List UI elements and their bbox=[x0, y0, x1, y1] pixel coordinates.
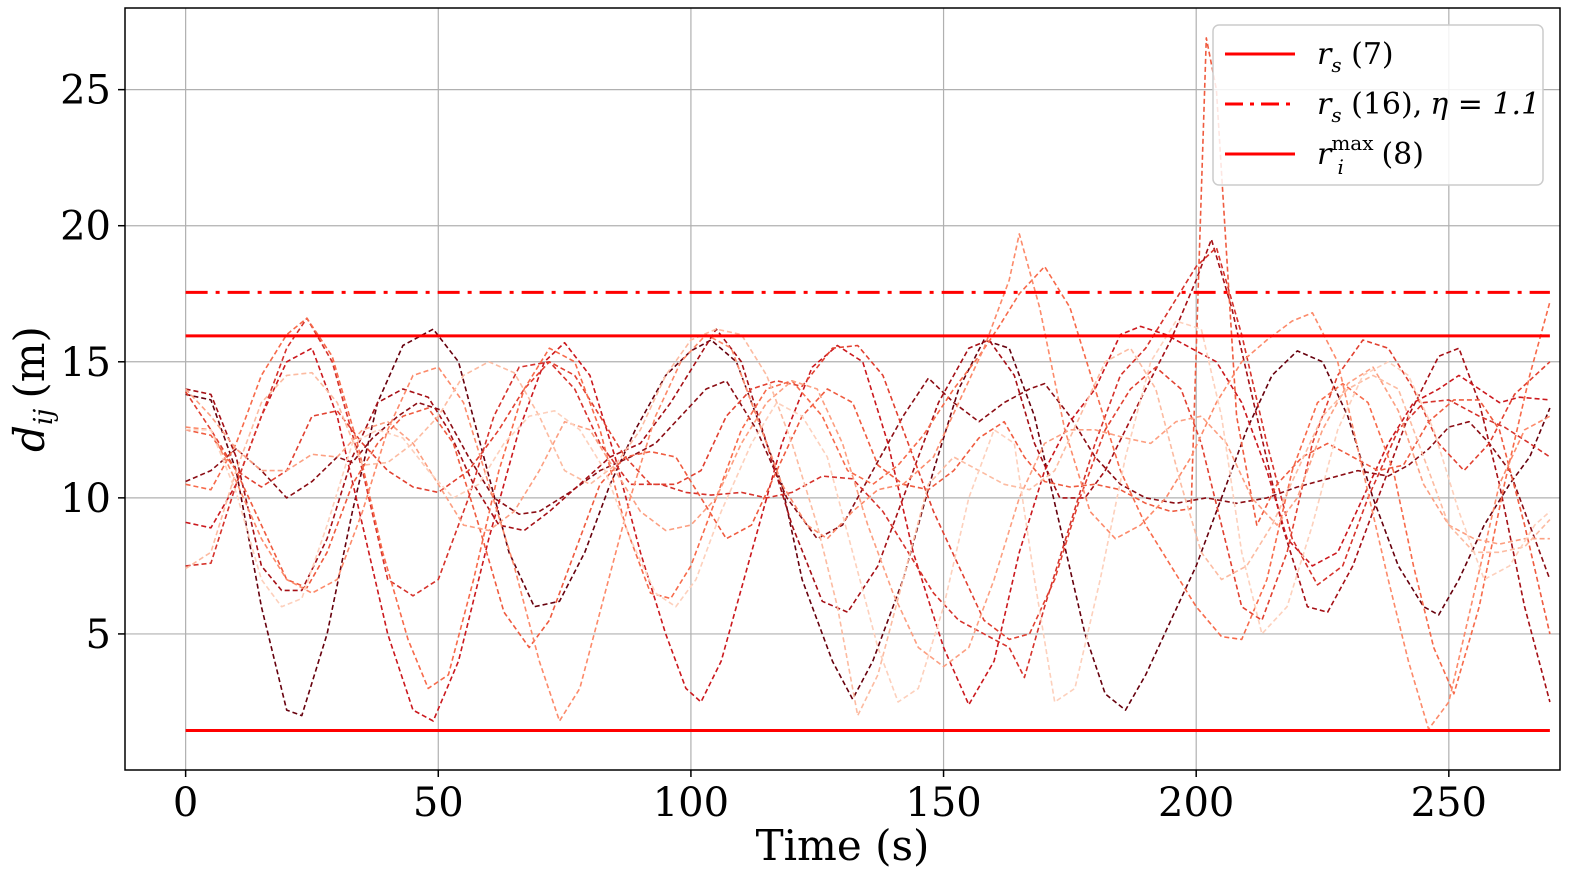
legend-label-1: rs (7) bbox=[1317, 37, 1394, 77]
legend-subscript: s bbox=[1331, 103, 1341, 127]
y-axis-subscript: ij bbox=[29, 409, 59, 425]
y-axis-label: dij (m) bbox=[5, 326, 59, 452]
series-layer bbox=[184, 37, 1551, 730]
x-tick-label: 150 bbox=[905, 780, 981, 826]
series-line-12 bbox=[185, 320, 1551, 703]
reference-lines bbox=[185, 290, 1550, 733]
series-line-4 bbox=[185, 325, 1550, 722]
x-tick-label: 50 bbox=[413, 780, 464, 826]
y-axis-unit: (m) bbox=[5, 326, 54, 399]
plot-frame bbox=[124, 7, 1561, 771]
legend-symbol: r bbox=[1317, 137, 1333, 172]
series-line-5 bbox=[185, 246, 1551, 679]
series-line-8 bbox=[185, 265, 1551, 695]
y-tick-label: 5 bbox=[86, 612, 111, 658]
legend-label-3: rmax i (8) bbox=[1317, 131, 1424, 179]
legend-subscript: i bbox=[1338, 155, 1344, 179]
series-line-10 bbox=[185, 366, 1550, 668]
y-tick-label: 25 bbox=[60, 68, 111, 114]
legend-superscript: max bbox=[1331, 131, 1374, 155]
series-line-1 bbox=[185, 328, 1551, 717]
axis-ticks: 0 50 100 150 200 250 5 10 15 20 25 bbox=[60, 68, 1487, 826]
legend-extra: η = 1.1 bbox=[1430, 87, 1540, 122]
series-line-2 bbox=[185, 377, 1551, 580]
series-line-11 bbox=[185, 328, 1551, 717]
legend-subscript: s bbox=[1331, 53, 1341, 77]
legend-symbol: r bbox=[1317, 87, 1333, 122]
legend-label-2: rs (16), η = 1.1 bbox=[1317, 87, 1540, 127]
legend-box bbox=[1212, 24, 1544, 186]
legend-reference: (16), bbox=[1342, 87, 1423, 122]
x-tick-label: 250 bbox=[1411, 780, 1487, 826]
legend-reference: (8) bbox=[1372, 137, 1424, 172]
series-line-3 bbox=[185, 238, 1551, 703]
y-axis-symbol: d bbox=[5, 425, 54, 452]
legend-symbol: r bbox=[1317, 37, 1333, 72]
y-tick-label: 15 bbox=[60, 340, 111, 386]
y-tick-label: 20 bbox=[60, 204, 111, 250]
series-line-6 bbox=[184, 339, 1551, 641]
x-axis-label: Time (s) bbox=[756, 821, 930, 870]
x-tick-label: 100 bbox=[653, 780, 729, 826]
x-tick-label: 0 bbox=[173, 780, 198, 826]
x-tick-label: 200 bbox=[1158, 780, 1234, 826]
series-line-7 bbox=[185, 37, 1551, 649]
legend-reference: (7) bbox=[1342, 37, 1394, 72]
y-tick-label: 10 bbox=[60, 476, 111, 522]
